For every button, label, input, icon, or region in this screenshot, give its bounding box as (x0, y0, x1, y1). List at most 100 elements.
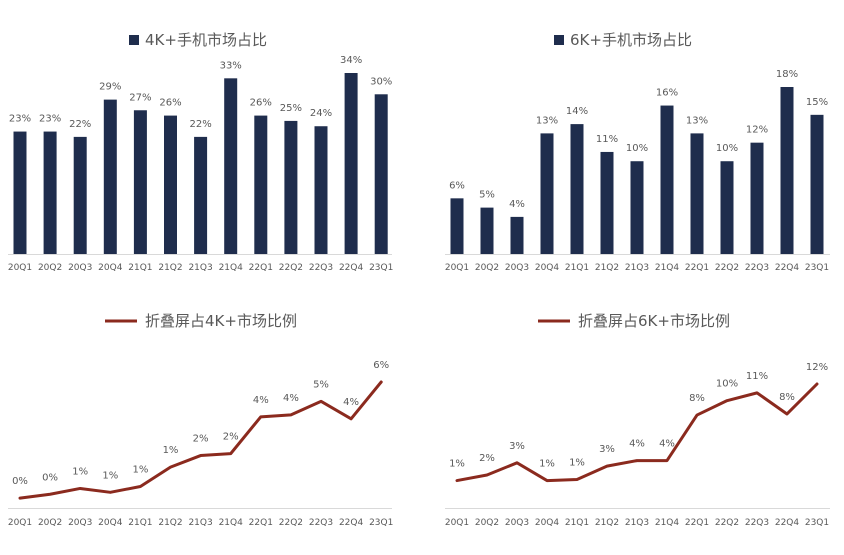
x-tick-label: 22Q2 (715, 263, 739, 273)
x-tick-label: 20Q3 (68, 518, 92, 528)
bar (254, 115, 268, 255)
data-label: 1% (569, 457, 585, 468)
bar (690, 133, 704, 254)
x-tick-label: 21Q1 (565, 518, 589, 528)
x-tick-label: 20Q2 (475, 518, 499, 528)
data-label: 26% (159, 98, 181, 109)
x-tick-label: 22Q2 (279, 518, 303, 528)
data-label: 23% (39, 114, 61, 125)
x-tick-label: 22Q1 (685, 518, 709, 528)
data-label: 22% (189, 119, 211, 130)
data-label: 10% (626, 143, 648, 154)
data-label: 18% (776, 69, 798, 80)
bar (284, 120, 298, 254)
legend-swatch (129, 35, 139, 45)
x-tick-label: 22Q4 (339, 263, 364, 273)
bar (720, 161, 734, 254)
legend-label: 4K+手机市场占比 (145, 31, 267, 49)
data-label: 30% (370, 76, 392, 87)
data-label: 33% (220, 60, 242, 71)
bar (630, 161, 644, 254)
data-label: 15% (806, 97, 828, 108)
x-tick-label: 21Q3 (625, 263, 649, 273)
data-label: 4% (629, 439, 645, 450)
x-tick-label: 21Q4 (655, 263, 680, 273)
data-label: 5% (313, 379, 329, 390)
bar (600, 151, 614, 254)
chart-title: 4K+手机市场占比 (129, 31, 267, 49)
chart-panel-3: 折叠屏占4K+市场比例 20Q1 20Q2 20Q3 20Q4 21Q1 21Q2 21Q3 2… (8, 312, 393, 528)
data-label: 4% (509, 199, 525, 210)
x-tick-label: 22Q3 (745, 263, 769, 273)
series-line (455, 382, 819, 483)
x-tick-label: 21Q1 (128, 263, 152, 273)
data-label: 1% (163, 445, 179, 456)
x-tick-label: 21Q4 (655, 518, 680, 528)
data-label: 8% (689, 393, 705, 404)
data-label: 25% (280, 103, 302, 114)
data-label: 14% (566, 106, 588, 117)
x-tick-label: 23Q1 (805, 263, 829, 273)
bar (570, 124, 584, 254)
bar (540, 133, 554, 254)
bar (13, 131, 27, 254)
data-label: 11% (746, 371, 768, 382)
x-tick-label: 23Q1 (369, 518, 393, 528)
data-label: 12% (746, 125, 768, 136)
x-tick-label: 21Q3 (188, 518, 212, 528)
x-tick-label: 21Q2 (158, 518, 182, 528)
x-tick-label: 21Q2 (595, 263, 619, 273)
bar (374, 94, 388, 254)
x-tick-label: 22Q2 (715, 518, 739, 528)
x-tick-label: 22Q4 (339, 518, 364, 528)
data-label: 24% (310, 108, 332, 119)
x-tick-label: 20Q2 (38, 518, 62, 528)
bar (314, 126, 328, 254)
legend-label: 6K+手机市场占比 (570, 31, 692, 49)
data-label: 10% (716, 379, 738, 390)
x-tick-label: 20Q3 (505, 518, 529, 528)
data-label: 0% (42, 472, 58, 483)
x-tick-label: 20Q4 (98, 518, 123, 528)
data-label: 11% (596, 134, 618, 145)
x-tick-label: 22Q4 (775, 263, 800, 273)
data-label: 2% (479, 453, 495, 464)
x-tick-label: 21Q3 (625, 518, 649, 528)
data-label: 13% (536, 115, 558, 126)
x-tick-label: 21Q4 (219, 263, 244, 273)
x-tick-label: 21Q1 (565, 263, 589, 273)
data-label: 8% (779, 392, 795, 403)
x-tick-label: 21Q4 (219, 518, 244, 528)
data-label: 5% (479, 190, 495, 201)
data-label: 4% (343, 397, 359, 408)
bar (810, 114, 824, 254)
x-tick-label: 22Q2 (279, 263, 303, 273)
data-label: 1% (102, 470, 118, 481)
data-label: 3% (509, 441, 525, 452)
series-line (18, 380, 383, 500)
x-tick-label: 22Q1 (685, 263, 709, 273)
data-label: 6% (373, 360, 389, 371)
bar (73, 136, 87, 254)
x-tick-label: 21Q2 (595, 518, 619, 528)
legend-swatch (554, 35, 564, 45)
bar (344, 73, 358, 254)
data-label: 1% (72, 466, 88, 477)
data-label: 1% (132, 465, 148, 476)
data-label: 4% (659, 439, 675, 450)
data-label: 34% (340, 55, 362, 66)
x-tick-label: 20Q2 (38, 263, 62, 273)
x-tick-label: 22Q3 (309, 263, 333, 273)
x-tick-label: 22Q1 (249, 263, 273, 273)
data-label: 29% (99, 82, 121, 93)
data-label: 3% (599, 444, 615, 455)
x-tick-label: 22Q1 (249, 518, 273, 528)
x-tick-label: 21Q1 (128, 518, 152, 528)
x-tick-label: 21Q2 (158, 263, 182, 273)
chart-title: 6K+手机市场占比 (554, 31, 692, 49)
bar (660, 105, 674, 254)
data-label: 4% (253, 395, 269, 406)
chart-panel-4: 折叠屏占6K+市场比例 20Q1 20Q2 20Q3 20Q4 21Q1 21Q2 21Q3 2… (445, 312, 830, 528)
